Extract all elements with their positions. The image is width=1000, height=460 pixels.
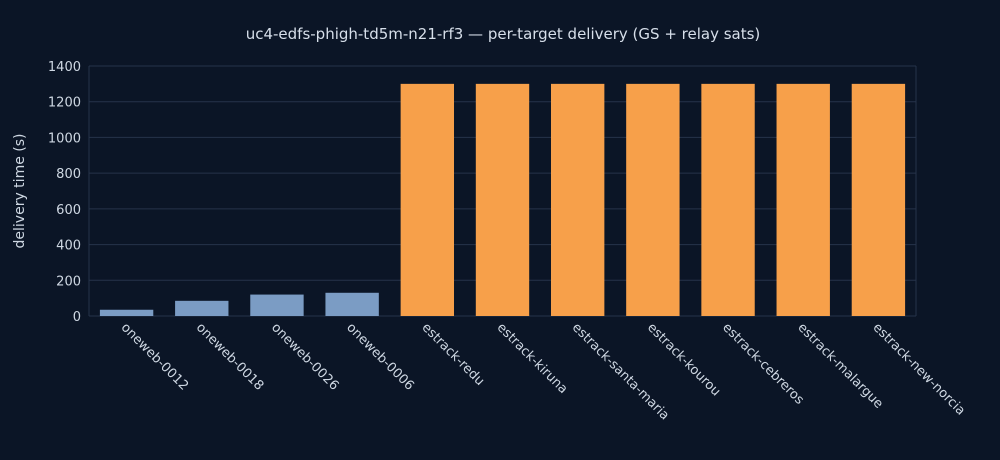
bar-estrack-malargue xyxy=(776,83,830,316)
y-tick-labels: 0 200 400 600 800 1000 1200 1400 xyxy=(48,60,81,325)
bar-oneweb-0012 xyxy=(99,309,154,316)
bar-oneweb-0006 xyxy=(325,292,379,316)
bar-estrack-redu xyxy=(400,83,455,316)
bars xyxy=(99,83,906,316)
y-tick-label: 600 xyxy=(56,203,81,218)
x-tick-label: estrack-cebreros xyxy=(719,320,807,408)
x-tick-label: oneweb-0012 xyxy=(118,320,191,393)
x-tick-label: oneweb-0018 xyxy=(193,320,266,393)
x-tick-labels: oneweb-0012 oneweb-0018 oneweb-0026 oneweb-… xyxy=(118,320,968,423)
x-tick-label: oneweb-0006 xyxy=(343,320,416,393)
bar-estrack-santa-maria xyxy=(550,83,605,316)
y-tick-label: 800 xyxy=(56,167,81,182)
bar-estrack-cebreros xyxy=(701,83,755,316)
bar-estrack-new-norcia xyxy=(851,83,906,316)
x-tick-label: estrack-redu xyxy=(418,320,487,389)
y-tick-label: 0 xyxy=(73,310,81,325)
y-axis-label: delivery time (s) xyxy=(12,134,28,249)
y-tick-label: 400 xyxy=(56,239,81,254)
x-tick-label: estrack-kourou xyxy=(644,320,723,399)
x-tick-label: estrack-kiruna xyxy=(494,320,571,397)
x-tick-label: estrack-malargue xyxy=(794,320,885,411)
chart-title: uc4-edfs-phigh-td5m-n21-rf3 — per-target… xyxy=(246,25,761,43)
y-tick-label: 1400 xyxy=(48,60,81,75)
bar-estrack-kiruna xyxy=(475,83,530,316)
x-tick-label: oneweb-0026 xyxy=(268,320,341,393)
y-tick-label: 1000 xyxy=(48,131,81,146)
bar-estrack-kourou xyxy=(626,83,680,316)
bar-oneweb-0018 xyxy=(175,300,229,316)
bar-oneweb-0026 xyxy=(250,294,304,316)
x-tick-label: estrack-new-norcia xyxy=(870,320,968,418)
y-tick-label: 200 xyxy=(56,274,81,289)
y-tick-label: 1200 xyxy=(48,96,81,111)
